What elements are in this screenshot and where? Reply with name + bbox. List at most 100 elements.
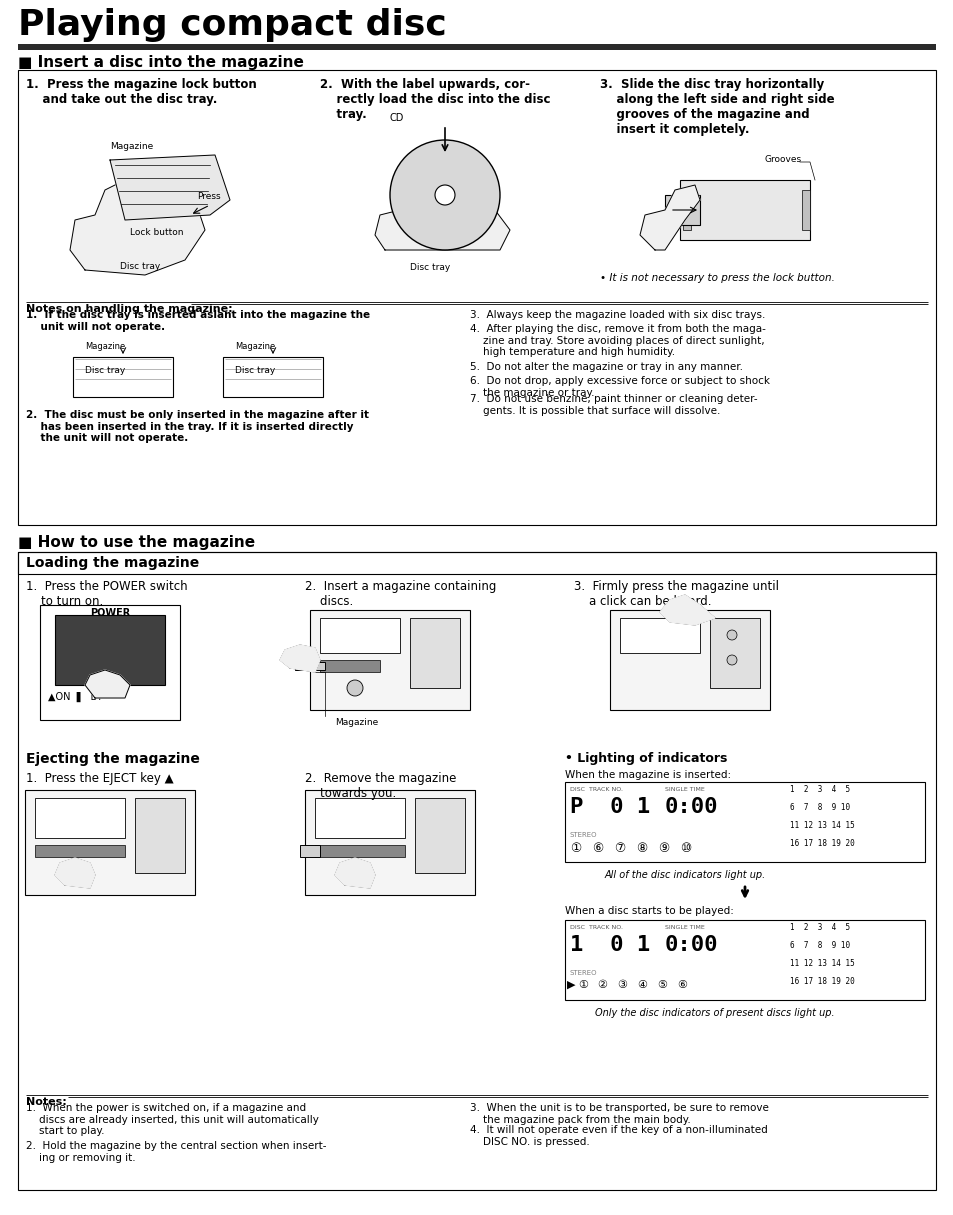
Text: Playing compact disc: Playing compact disc [18, 9, 446, 43]
Text: 1.  Press the POWER switch
    to turn on.: 1. Press the POWER switch to turn on. [26, 580, 188, 608]
Text: ④: ④ [637, 981, 646, 990]
Text: 1  2  3  4  5: 1 2 3 4 5 [789, 785, 849, 793]
Text: ⑥: ⑥ [592, 842, 602, 855]
Bar [305, 790, 475, 895]
Bar [709, 618, 760, 688]
Text: 6.  Do not drop, apply excessive force or subject to shock
    the magazine or t: 6. Do not drop, apply excessive force or… [470, 375, 769, 397]
Text: 4.  It will not operate even if the key of a non-illuminated
    DISC NO. is pre: 4. It will not operate even if the key o… [470, 1125, 767, 1147]
Text: ▲ON  ▌  BY: ▲ON ▌ BY [48, 693, 103, 702]
Bar [40, 605, 180, 720]
Text: 3.  Slide the disc tray horizontally
    along the left side and right side
    : 3. Slide the disc tray horizontally alon… [599, 78, 834, 136]
Text: STEREO: STEREO [569, 832, 597, 838]
Text: 6  7  8  9 10: 6 7 8 9 10 [789, 940, 849, 950]
Bar [223, 357, 323, 397]
Text: ②: ② [597, 981, 606, 990]
Circle shape [726, 631, 737, 640]
Text: 3.  When the unit is to be transported, be sure to remove
    the magazine pack : 3. When the unit is to be transported, b… [470, 1103, 768, 1125]
Text: ⑧: ⑧ [636, 842, 646, 855]
Bar [18, 552, 935, 573]
Text: ⑤: ⑤ [657, 981, 666, 990]
Bar [682, 190, 690, 230]
Text: 2.  Hold the magazine by the central section when insert-
    ing or removing it: 2. Hold the magazine by the central sect… [26, 1141, 326, 1163]
Text: When the magazine is inserted:: When the magazine is inserted: [564, 770, 730, 780]
Polygon shape [85, 669, 130, 697]
Text: Magazine: Magazine [85, 341, 125, 351]
Bar [564, 920, 924, 1000]
Bar [18, 44, 935, 50]
Text: Magazine: Magazine [335, 718, 377, 727]
Text: ■ How to use the magazine: ■ How to use the magazine [18, 535, 254, 550]
Text: Press: Press [196, 192, 220, 200]
FancyBboxPatch shape [679, 180, 809, 241]
Bar [314, 844, 405, 857]
Polygon shape [639, 185, 700, 250]
Bar [319, 660, 379, 672]
Text: All of the disc indicators light up.: All of the disc indicators light up. [604, 870, 765, 880]
Polygon shape [55, 858, 95, 888]
Text: • It is not necessary to press the lock button.: • It is not necessary to press the lock … [599, 273, 834, 283]
Text: CD: CD [390, 113, 404, 123]
Text: When a disc starts to be played:: When a disc starts to be played: [564, 906, 733, 916]
Text: Disc tray: Disc tray [85, 366, 125, 375]
Bar [299, 844, 319, 857]
Text: 3.  Always keep the magazine loaded with six disc trays.: 3. Always keep the magazine loaded with … [470, 310, 764, 320]
Text: ▶ ①: ▶ ① [566, 981, 588, 990]
Bar [319, 618, 399, 652]
Bar [415, 798, 464, 874]
Circle shape [353, 865, 367, 878]
Text: Ejecting the magazine: Ejecting the magazine [26, 752, 200, 765]
Text: ⑦: ⑦ [614, 842, 624, 855]
Polygon shape [110, 156, 230, 220]
Circle shape [73, 865, 87, 878]
Circle shape [435, 185, 455, 205]
Text: Only the disc indicators of present discs light up.: Only the disc indicators of present disc… [595, 1008, 834, 1018]
Text: 2.  The disc must be only inserted in the magazine after it
    has been inserte: 2. The disc must be only inserted in the… [26, 409, 369, 443]
Text: 2.  Remove the magazine
    towards you.: 2. Remove the magazine towards you. [305, 772, 456, 799]
Text: ⑩: ⑩ [679, 842, 691, 855]
Bar [18, 552, 935, 1189]
Bar [35, 798, 125, 838]
Bar [609, 610, 769, 710]
Text: ■ Insert a disc into the magazine: ■ Insert a disc into the magazine [18, 55, 304, 70]
Bar [55, 615, 165, 685]
Circle shape [347, 680, 363, 696]
Polygon shape [375, 190, 510, 250]
Bar [73, 357, 172, 397]
Bar [18, 70, 935, 525]
Text: 16 17 18 19 20: 16 17 18 19 20 [789, 840, 854, 848]
Polygon shape [335, 858, 375, 888]
Bar [294, 662, 325, 669]
Text: 6  7  8  9 10: 6 7 8 9 10 [789, 803, 849, 812]
Text: Disc tray: Disc tray [234, 366, 275, 375]
Text: Grooves: Grooves [764, 156, 801, 164]
Bar [135, 798, 185, 874]
Text: 1.  If the disc tray is inserted aslant into the magazine the
    unit will not : 1. If the disc tray is inserted aslant i… [26, 310, 370, 332]
Bar [619, 618, 700, 652]
Polygon shape [70, 180, 205, 275]
Polygon shape [280, 645, 319, 672]
Bar [314, 798, 405, 838]
Text: 16 17 18 19 20: 16 17 18 19 20 [789, 977, 854, 987]
Text: POWER: POWER [90, 608, 131, 618]
Text: 5.  Do not alter the magazine or tray in any manner.: 5. Do not alter the magazine or tray in … [470, 362, 742, 372]
Polygon shape [659, 595, 714, 625]
Text: ①: ① [569, 842, 580, 855]
Text: ⑨: ⑨ [658, 842, 669, 855]
Text: 1.  Press the EJECT key ▲: 1. Press the EJECT key ▲ [26, 772, 173, 785]
Text: 1  2  3  4  5: 1 2 3 4 5 [789, 923, 849, 932]
Text: 2.  With the label upwards, cor-
    rectly load the disc into the disc
    tray: 2. With the label upwards, cor- rectly l… [319, 78, 550, 122]
Text: STEREO: STEREO [569, 970, 597, 976]
Bar [35, 844, 125, 857]
Text: Notes:: Notes: [26, 1097, 67, 1107]
Bar [564, 782, 924, 861]
Text: Magazine: Magazine [234, 341, 275, 351]
Bar [664, 194, 700, 225]
Text: DISC  TRACK NO.: DISC TRACK NO. [569, 925, 622, 929]
Text: 2.  Insert a magazine containing
    discs.: 2. Insert a magazine containing discs. [305, 580, 496, 608]
Text: Disc tray: Disc tray [120, 262, 160, 271]
Bar [25, 790, 194, 895]
Text: 4.  After playing the disc, remove it from both the maga-
    zine and tray. Sto: 4. After playing the disc, remove it fro… [470, 324, 765, 357]
Text: 1  0 1: 1 0 1 [569, 936, 650, 955]
Text: Lock button: Lock button [130, 228, 183, 237]
Text: Disc tray: Disc tray [410, 262, 450, 272]
